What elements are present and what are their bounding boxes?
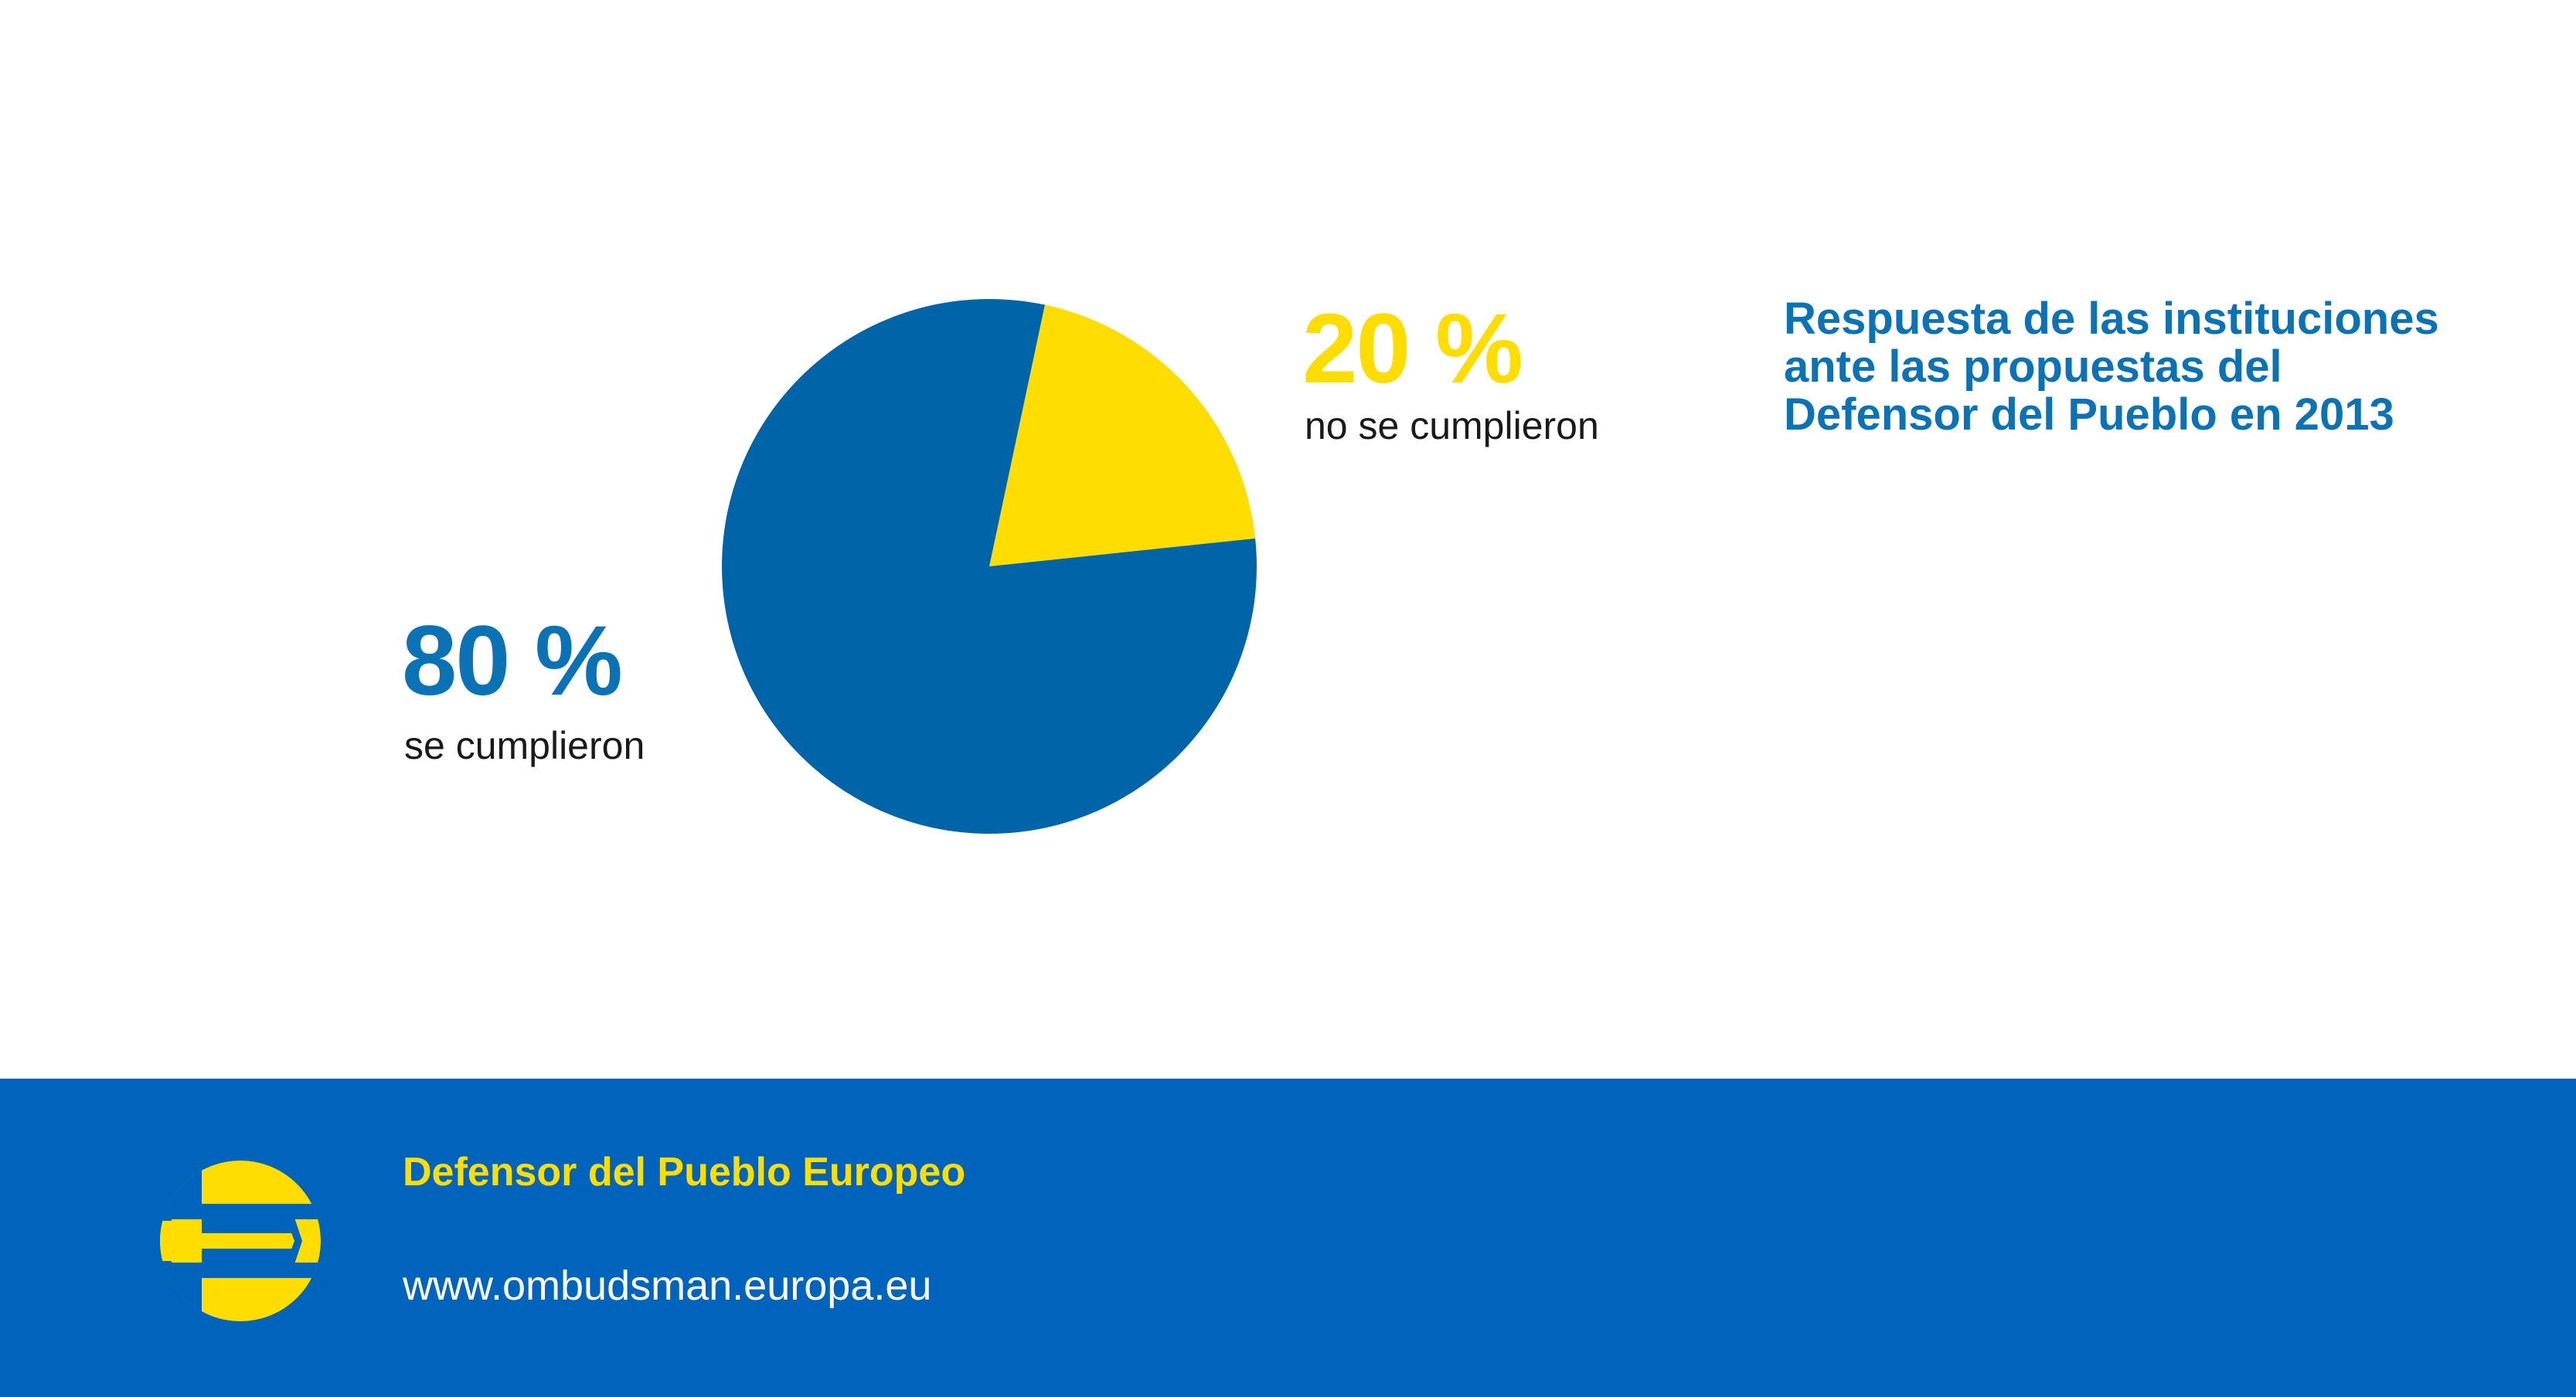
slice-category-label-no: no se cumplieron — [1305, 404, 1599, 447]
chart-title-line: Respuesta de las instituciones — [1784, 294, 2439, 344]
slice-value-label-no: 20 % — [1302, 294, 1523, 404]
european-ombudsman-logo-icon — [160, 1161, 321, 1321]
pie-chart — [722, 298, 1257, 834]
slice-category-label-yes: se cumplieron — [404, 724, 645, 767]
chart-area: 20 % no se cumplieron 80 % se cumplieron… — [402, 294, 2557, 834]
chart-title: Respuesta de las instituciones ante las … — [1784, 295, 2557, 439]
chart-title-line: Defensor del Pueblo en 2013 — [1784, 389, 2394, 440]
pie-slice-no-se-cumplieron — [989, 304, 1256, 566]
organization-url-link[interactable]: www.ombudsman.europa.eu — [403, 1263, 932, 1309]
slice-value-label-yes: 80 % — [402, 606, 623, 716]
pie-slice-se-cumplieron — [722, 298, 1257, 834]
chart-title-line: ante las propuestas del — [1784, 342, 2282, 392]
footer-bar: Defensor del Pueblo Europeo www.ombudsma… — [0, 1079, 2576, 1397]
organization-name: Defensor del Pueblo Europeo — [403, 1150, 966, 1195]
